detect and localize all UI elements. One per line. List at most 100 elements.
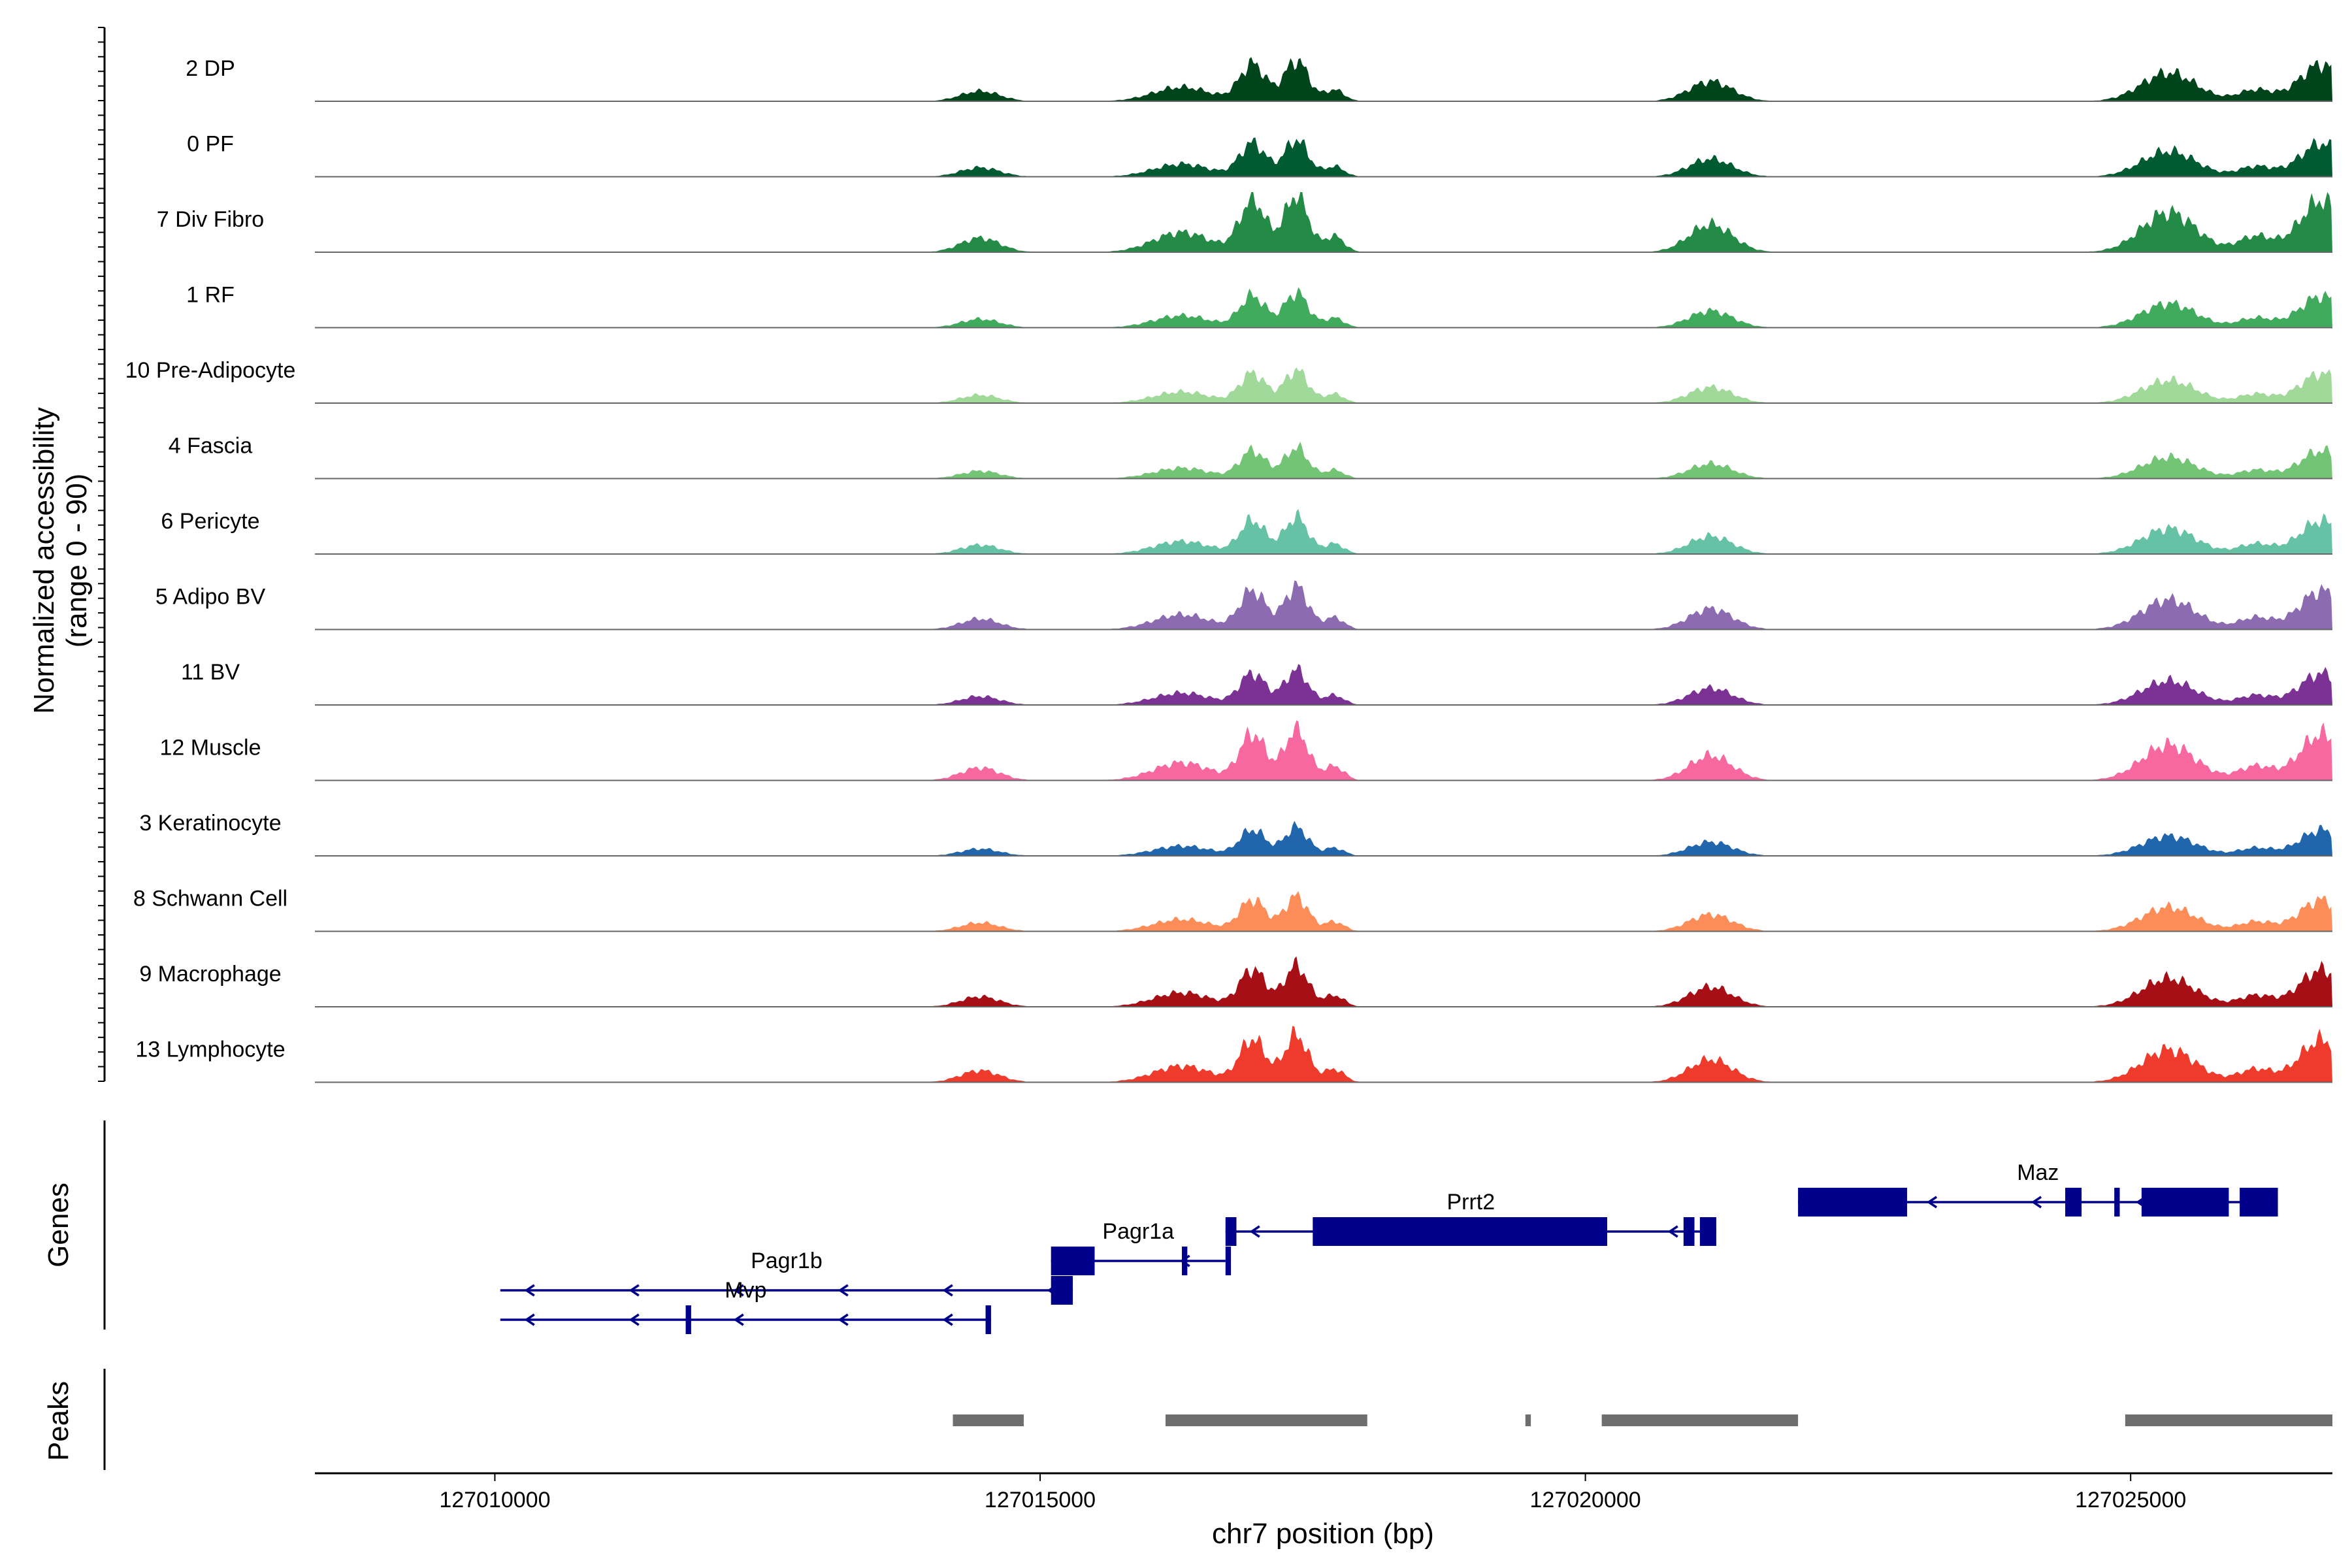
coverage-area (745, 442, 2332, 479)
track-label: 12 Muscle (160, 736, 261, 760)
track-label: 7 Div Fibro (157, 207, 264, 232)
track-5-adipo-bv: 5 Adipo BV (155, 580, 2332, 630)
gene-exon (1051, 1247, 1095, 1275)
coverage-area (745, 720, 2332, 781)
strand-arrow (733, 1313, 744, 1326)
strand-arrow (629, 1313, 640, 1326)
track-1-rf: 1 RF (186, 283, 2332, 329)
coverage-area (745, 137, 2332, 177)
coverage-area (745, 508, 2332, 554)
strand-arrow (1926, 1196, 1938, 1209)
coverage-area (745, 192, 2332, 252)
gene-maz: Maz (1798, 1160, 2278, 1217)
strand-arrow (733, 1284, 744, 1297)
gene-label: Prrt2 (1446, 1190, 1495, 1215)
track-label: 6 Pericyte (161, 509, 259, 534)
x-tick-label: 127015000 (985, 1488, 1096, 1512)
accessibility-range-label: (range 0 - 90) (61, 474, 93, 648)
strand-arrow (524, 1284, 535, 1297)
track-label: 8 Schwann Cell (133, 887, 287, 911)
gene-exon (1051, 1276, 1073, 1305)
coverage-area (745, 287, 2332, 328)
strand-arrow (1667, 1225, 1678, 1238)
x-tick-label: 127010000 (439, 1488, 550, 1512)
gene-exon (1313, 1217, 1607, 1246)
gene-exon (1182, 1247, 1188, 1275)
track-label: 0 PF (187, 132, 234, 157)
strand-arrow (942, 1313, 953, 1326)
track-11-bv: 11 BV (181, 660, 2332, 706)
track-10-pre-adipocyte: 10 Pre-Adipocyte (125, 358, 2332, 404)
gene-exon (985, 1305, 991, 1334)
strand-arrow (942, 1284, 953, 1297)
track-2-dp: 2 DP (186, 56, 2332, 102)
gene-exon (2065, 1188, 2082, 1217)
gene-exon (2141, 1188, 2229, 1217)
strand-arrow (838, 1284, 849, 1297)
strand-arrow (629, 1284, 640, 1297)
peak-region (1165, 1414, 1367, 1426)
accessibility-ylabel: Normalized accessibility (28, 407, 60, 713)
track-label: 5 Adipo BV (155, 585, 266, 610)
track-label: 4 Fascia (169, 434, 253, 459)
coverage-area (745, 956, 2332, 1007)
gene-mvp: Mvp (500, 1278, 991, 1334)
coverage-area (745, 664, 2332, 705)
gene-pagr1b: Pagr1b (500, 1249, 1073, 1305)
coverage-area (745, 367, 2332, 403)
gene-label: Pagr1b (751, 1249, 823, 1273)
strand-arrow (838, 1313, 849, 1326)
peak-region (1601, 1414, 1799, 1426)
track-label: 1 RF (186, 283, 235, 308)
track-12-muscle: 12 Muscle (160, 720, 2332, 781)
track-13-lymphocyte: 13 Lymphocyte (135, 1026, 2332, 1083)
strand-arrow (2031, 1196, 2042, 1209)
track-label: 9 Macrophage (139, 962, 281, 987)
gene-exon (2240, 1188, 2278, 1217)
peak-region (2125, 1414, 2332, 1426)
strand-arrow (1249, 1225, 1260, 1238)
track-6-pericyte: 6 Pericyte (161, 508, 2332, 555)
gene-prrt2: Prrt2 (1225, 1190, 1716, 1246)
coverage-area (745, 1026, 2332, 1083)
gene-pagr1a: Pagr1a (1051, 1219, 1232, 1275)
coverage-area (745, 580, 2332, 630)
peaks-track (953, 1414, 2332, 1426)
gene-exon (1798, 1188, 1908, 1217)
gene-label: Mvp (725, 1278, 766, 1303)
track-label: 2 DP (186, 56, 235, 81)
peak-region (1525, 1414, 1531, 1426)
track-8-schwann-cell: 8 Schwann Cell (133, 887, 2332, 932)
gene-label: Pagr1a (1102, 1219, 1174, 1244)
x-axis-title: chr7 position (bp) (1212, 1518, 1434, 1550)
coverage-area (745, 890, 2332, 932)
coverage-area (745, 57, 2332, 101)
gene-annotation-track: Pagr1b Mvp Pagr1a Prrt2 Maz (500, 1160, 2278, 1334)
coverage-area (745, 821, 2332, 856)
track-label: 10 Pre-Adipocyte (125, 358, 296, 383)
track-label: 13 Lymphocyte (135, 1037, 285, 1062)
strand-arrow (524, 1313, 535, 1326)
gene-exon (2114, 1188, 2120, 1217)
axes-layer: 127010000 127015000 127020000 127025000 (98, 27, 2332, 1512)
coverage-tracks: 2 DP 0 PF 7 Div Fibro 1 RF 10 Pre-Adipocyte 4… (125, 56, 2332, 1083)
genes-panel-label: Genes (42, 1183, 74, 1267)
track-4-fascia: 4 Fascia (169, 434, 2332, 480)
track-label: 11 BV (181, 660, 240, 685)
peak-region (953, 1414, 1024, 1426)
gene-exon (685, 1305, 691, 1334)
track-7-div-fibro: 7 Div Fibro (157, 192, 2332, 253)
track-0-pf: 0 PF (187, 132, 2332, 178)
track-3-keratinocyte: 3 Keratinocyte (139, 811, 2332, 857)
gene-label: Maz (2017, 1160, 2059, 1185)
track-9-macrophage: 9 Macrophage (139, 956, 2332, 1007)
track-label: 3 Keratinocyte (139, 811, 281, 836)
x-tick-label: 127020000 (1530, 1488, 1641, 1512)
gene-exon (1225, 1247, 1232, 1275)
gene-exon (1683, 1217, 1695, 1246)
gene-exon (1699, 1217, 1716, 1246)
gene-exon (1225, 1217, 1237, 1246)
x-tick-label: 127025000 (2075, 1488, 2186, 1512)
peaks-panel-label: Peaks (42, 1381, 74, 1461)
